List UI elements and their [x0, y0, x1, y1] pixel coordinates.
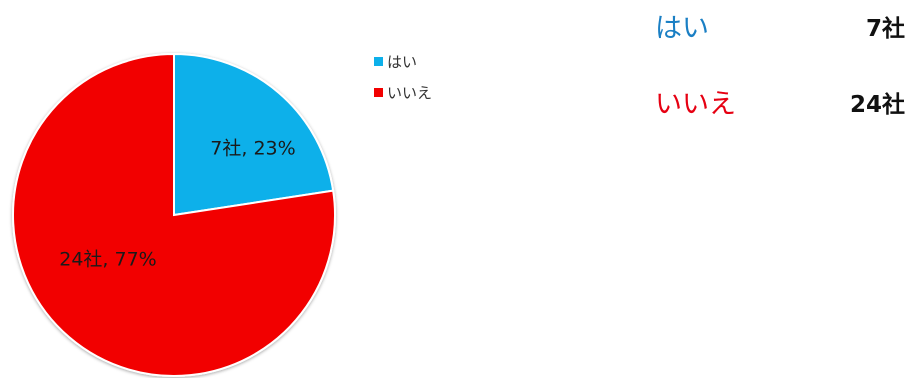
summary-value-no: 24社 — [849, 92, 905, 118]
pie-slice-yes — [173, 52, 335, 217]
pie-slices — [12, 52, 336, 377]
legend-label-no: いいえ — [387, 83, 433, 102]
legend-label-yes: はい — [387, 52, 418, 71]
slice-label-yes: 7社, 23% — [210, 138, 295, 160]
legend-swatch-yes — [374, 56, 383, 66]
legend-item-no: いいえ — [374, 81, 432, 103]
summary-label-no: いいえ — [655, 89, 736, 120]
legend-item-yes: はい — [374, 50, 432, 72]
slice-label-no: 24社, 77% — [59, 249, 157, 271]
summary-table: はい 7社 いいえ 24社 — [655, 10, 905, 162]
pie-slice-no — [12, 52, 336, 377]
summary-row-yes: はい 7社 — [655, 10, 905, 48]
summary-row-no: いいえ 24社 — [655, 86, 905, 124]
legend-swatch-no — [374, 87, 383, 97]
chart-legend: はい いいえ — [374, 50, 432, 112]
summary-value-yes: 7社 — [865, 16, 905, 42]
summary-label-yes: はい — [655, 13, 709, 44]
